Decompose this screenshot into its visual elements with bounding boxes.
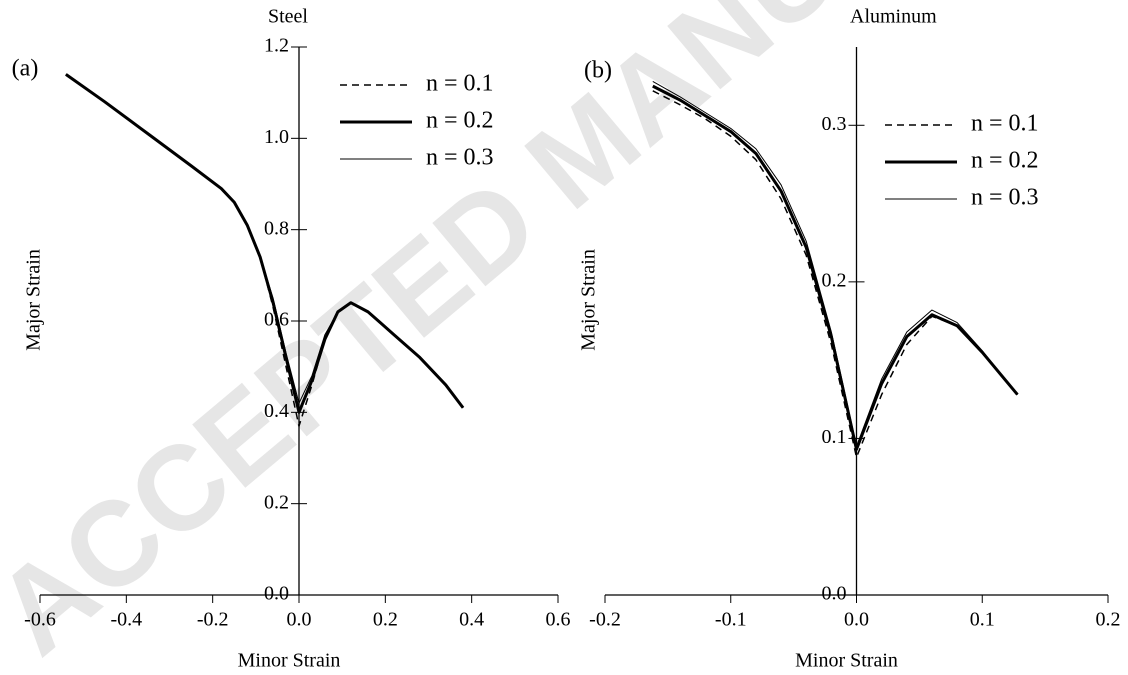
- x-tick-label: 0.4: [459, 609, 484, 631]
- y-tick-label: 0.0: [264, 583, 289, 605]
- legend-label: n = 0.2: [971, 148, 1039, 174]
- chart-title: Aluminum: [850, 6, 937, 28]
- x-tick-label: 0.2: [373, 609, 398, 631]
- y-tick-label: 0.4: [264, 400, 289, 422]
- x-tick-label: 0.1: [970, 609, 995, 631]
- series-line: [652, 84, 1019, 451]
- legend-label: n = 0.3: [971, 185, 1039, 211]
- y-tick-label: 0.1: [822, 426, 847, 448]
- x-axis-label: Minor Strain: [238, 650, 341, 672]
- series-line: [652, 90, 1019, 458]
- y-tick-label: 0.0: [822, 583, 847, 605]
- x-tick-label: 0.2: [1096, 609, 1121, 631]
- series-line: [652, 81, 1018, 447]
- x-tick-label: 0.0: [844, 609, 869, 631]
- y-axis-label: Major Strain: [578, 249, 600, 351]
- chart-title: Steel: [268, 6, 308, 28]
- y-tick-label: 0.2: [822, 269, 847, 291]
- y-tick-label: 1.2: [264, 35, 289, 57]
- x-tick-label: 0.0: [287, 609, 312, 631]
- y-tick-label: 0.8: [264, 217, 289, 239]
- panel-label: (a): [12, 56, 39, 82]
- y-tick-label: 0.3: [822, 113, 847, 135]
- x-tick-label: -0.4: [110, 609, 142, 631]
- y-tick-label: 0.2: [264, 491, 289, 513]
- series-line: [65, 73, 464, 409]
- y-axis-label: Major Strain: [23, 249, 45, 351]
- x-axis-label: Minor Strain: [795, 650, 898, 672]
- y-tick-label: 1.0: [264, 126, 289, 148]
- legend-label: n = 0.1: [426, 71, 494, 97]
- x-tick-label: -0.2: [197, 609, 229, 631]
- panel-label: (b): [584, 58, 612, 84]
- x-tick-label: -0.2: [589, 609, 621, 631]
- x-tick-label: -0.6: [24, 609, 56, 631]
- x-tick-label: -0.1: [715, 609, 747, 631]
- x-tick-label: 0.6: [546, 609, 571, 631]
- legend-label: n = 0.2: [426, 108, 494, 134]
- legend-label: n = 0.1: [971, 111, 1039, 137]
- legend-label: n = 0.3: [426, 145, 494, 171]
